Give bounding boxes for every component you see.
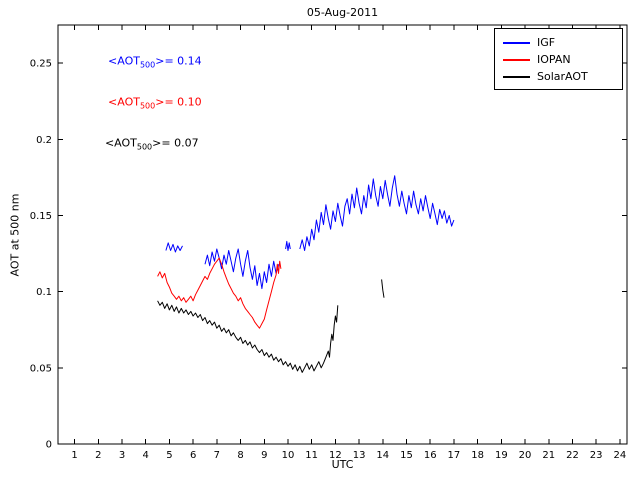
x-tick-label: 16: [424, 450, 437, 461]
series-line-IGF: [299, 175, 455, 251]
annotation-subscript: 500: [136, 142, 153, 152]
x-tick-label: 19: [495, 450, 508, 461]
x-tick-label: 17: [448, 450, 461, 461]
legend-label: IOPAN: [537, 53, 571, 66]
mean-annotation: <AOT500>= 0.10: [108, 95, 202, 110]
series-line-SolarAOT: [157, 300, 339, 373]
x-tick-label: 5: [166, 450, 172, 461]
y-tick-label: 0.1: [36, 287, 52, 298]
legend: IGF IOPAN SolarAOT: [494, 28, 623, 90]
x-tick-label: 8: [237, 450, 243, 461]
x-tick-label: 6: [190, 450, 196, 461]
series-line-IGF: [165, 242, 183, 253]
annotation-suffix: >= 0.10: [155, 95, 202, 109]
annotation-prefix: <AOT: [108, 53, 140, 67]
y-tick-label: 0.25: [30, 59, 52, 70]
x-tick-label: 11: [305, 450, 318, 461]
y-axis-label: AOT at 500 nm: [8, 193, 22, 277]
series-line-IGF: [285, 240, 291, 251]
annotation-subscript: 500: [139, 101, 156, 111]
legend-line-swatch: [503, 58, 530, 61]
x-tick-label: 13: [353, 450, 366, 461]
x-tick-label: 23: [590, 450, 603, 461]
annotation-prefix: <AOT: [108, 95, 140, 109]
x-tick-label: 9: [261, 450, 267, 461]
legend-entry-IOPAN: IOPAN: [503, 51, 616, 68]
x-tick-label: 3: [119, 450, 125, 461]
annotation-prefix: <AOT: [104, 136, 137, 150]
axes-box: [57, 24, 628, 445]
y-tick-label: 0: [46, 440, 52, 451]
legend-line-swatch: [503, 75, 530, 78]
x-tick-label: 15: [400, 450, 413, 461]
mean-annotation: <AOT500>= 0.07: [105, 136, 199, 151]
x-tick-label: 12: [329, 450, 342, 461]
y-tick-label: 0.05: [30, 363, 52, 374]
x-tick-label: 7: [214, 450, 220, 461]
x-tick-label: 1: [71, 450, 77, 461]
annotation-subscript: 500: [139, 60, 156, 70]
series-line-IOPAN: [157, 257, 282, 329]
mean-annotation: <AOT500>= 0.14: [108, 54, 202, 69]
annotation-suffix: >= 0.14: [155, 53, 202, 67]
legend-label: IGF: [537, 36, 556, 49]
x-tick-label: 4: [143, 450, 149, 461]
x-tick-label: 14: [376, 450, 389, 461]
legend-label: SolarAOT: [537, 70, 588, 83]
series-line-IGF: [204, 248, 279, 290]
y-tick-label: 0.2: [36, 135, 52, 146]
x-tick-label: 24: [614, 450, 627, 461]
x-tick-label: 22: [566, 450, 579, 461]
y-tick-label: 0.15: [30, 211, 52, 222]
x-tick-label: 21: [542, 450, 555, 461]
x-axis-label: UTC: [331, 458, 354, 471]
legend-entry-SolarAOT: SolarAOT: [503, 68, 616, 85]
legend-entry-IGF: IGF: [503, 34, 616, 51]
x-tick-label: 18: [471, 450, 484, 461]
legend-line-swatch: [503, 41, 530, 44]
x-tick-label: 10: [282, 450, 295, 461]
chart-title: 05-Aug-2011: [306, 6, 379, 19]
annotation-suffix: >= 0.07: [152, 136, 199, 150]
series-line-SolarAOT: [381, 279, 385, 298]
x-tick-label: 2: [95, 450, 101, 461]
x-tick-label: 20: [519, 450, 532, 461]
